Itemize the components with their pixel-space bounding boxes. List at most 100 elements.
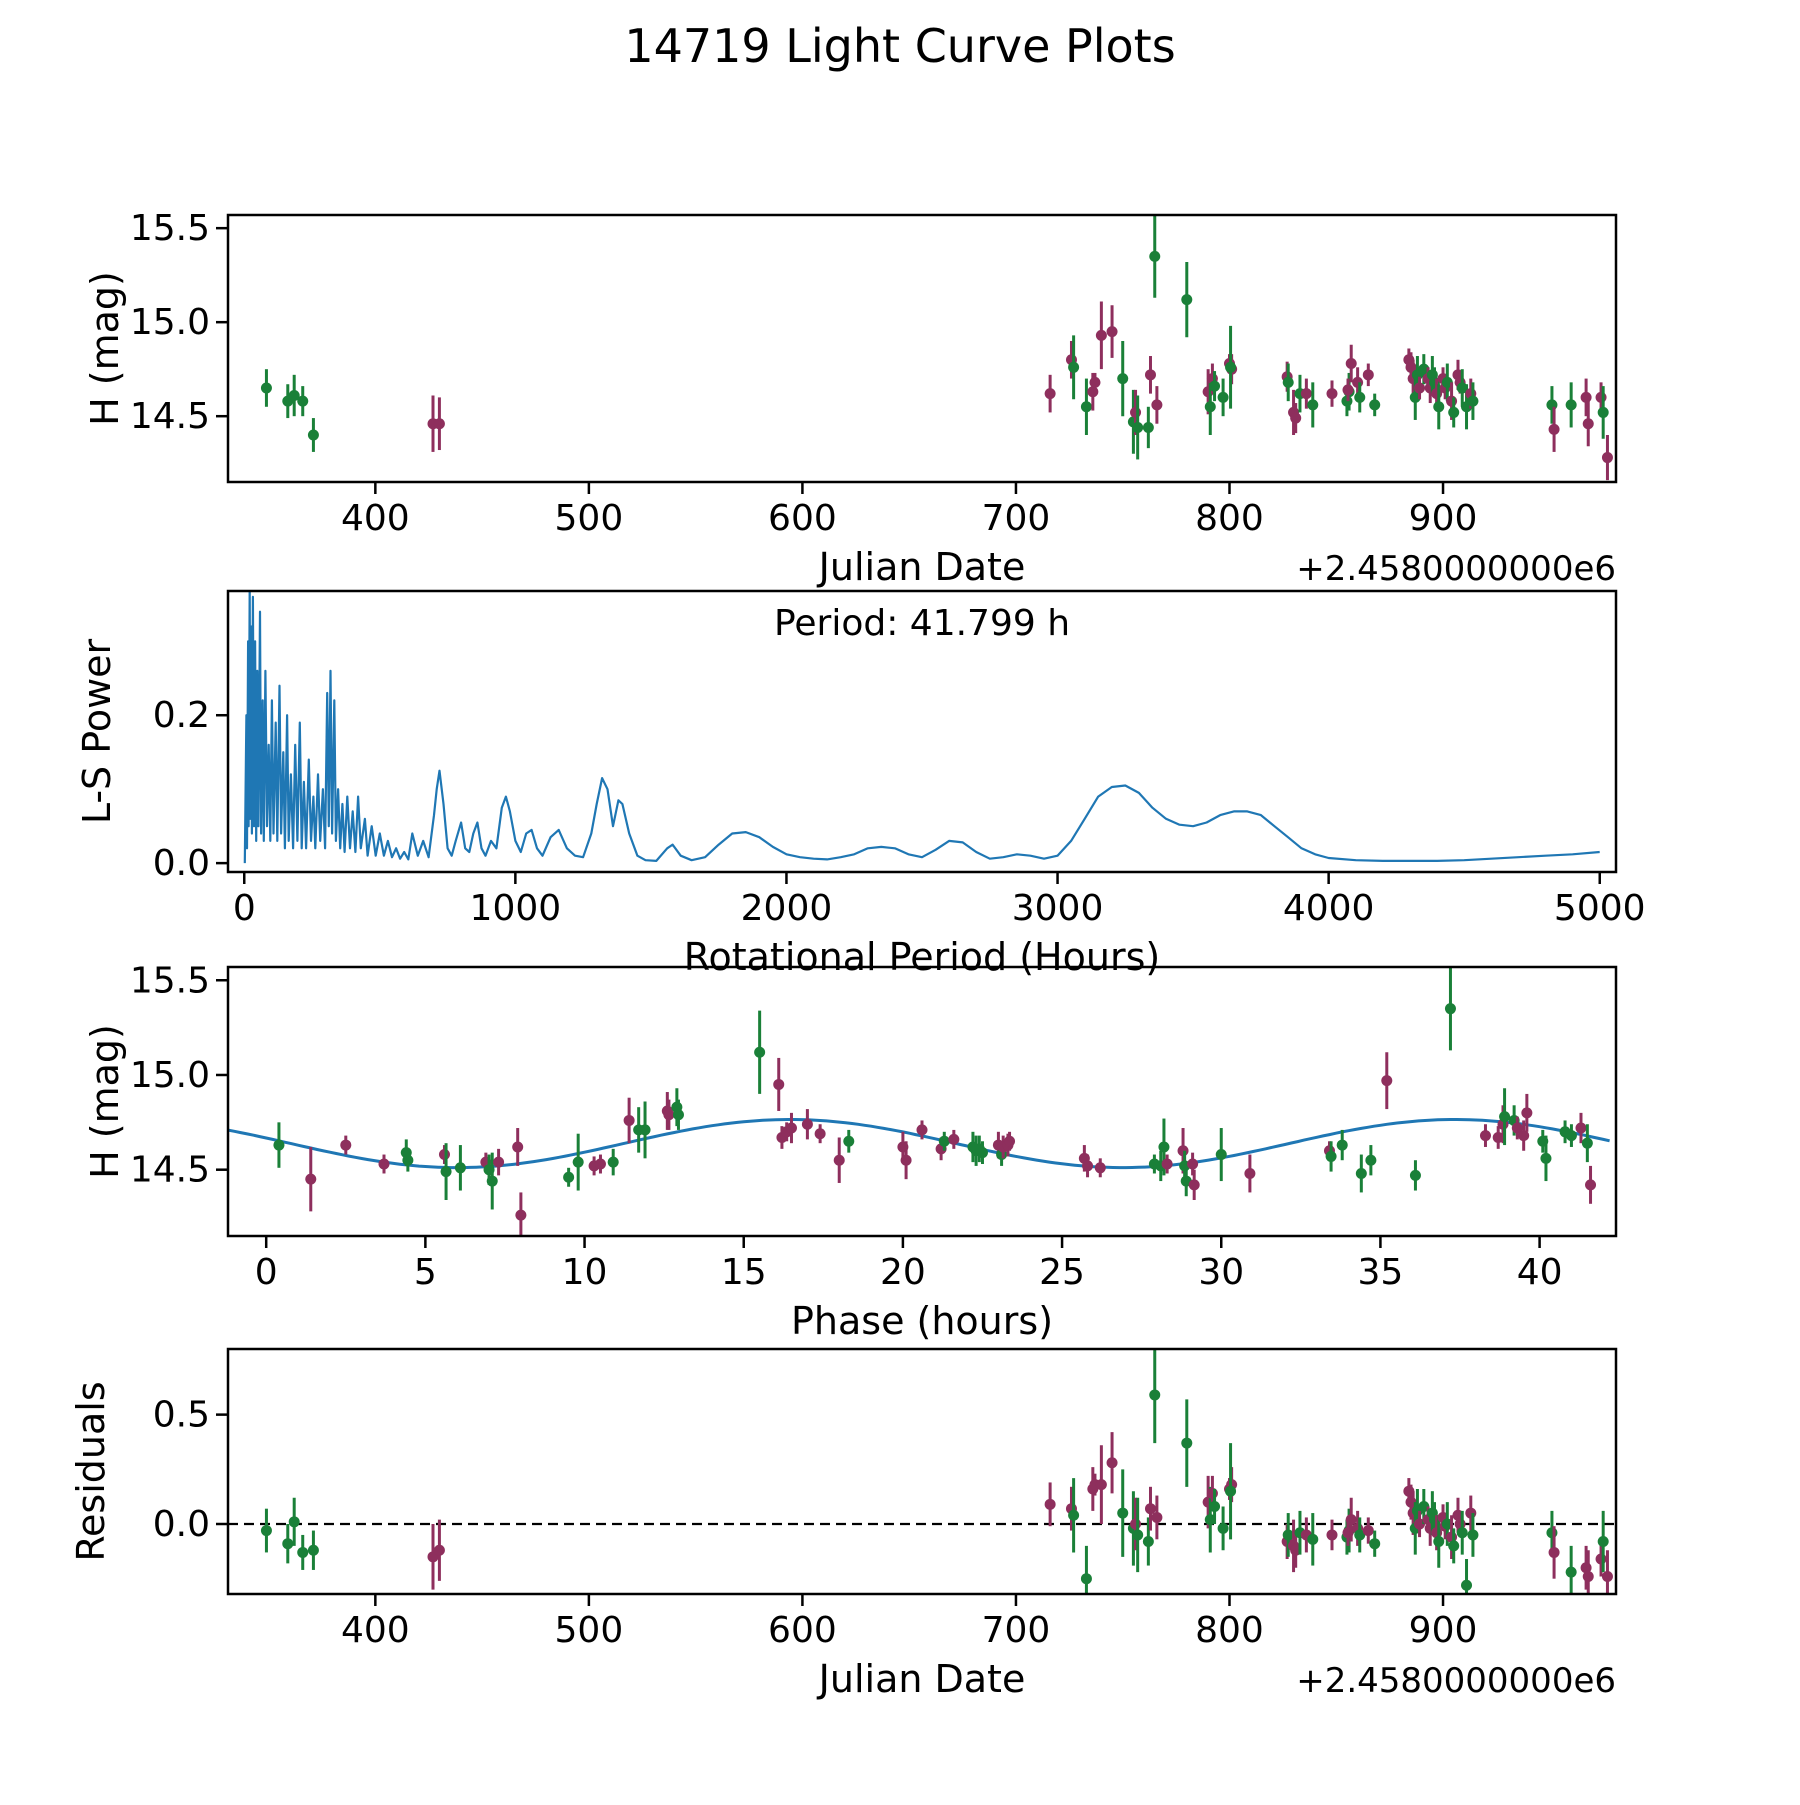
data-point xyxy=(1336,1139,1348,1151)
data-point xyxy=(785,1122,797,1134)
data-point xyxy=(572,1156,584,1168)
data-point xyxy=(1414,1518,1426,1530)
data-point xyxy=(1068,361,1080,373)
data-point xyxy=(1225,1485,1237,1497)
data-point xyxy=(1467,1529,1479,1541)
data-point xyxy=(1418,363,1430,375)
data-point xyxy=(1352,376,1364,388)
x-tick-label: 30 xyxy=(1198,1252,1244,1293)
x-tick-label: 25 xyxy=(1039,1252,1085,1293)
data-point xyxy=(1465,1507,1477,1519)
data-point xyxy=(1290,412,1302,424)
data-point xyxy=(1595,391,1607,403)
data-point xyxy=(438,1149,450,1161)
data-point xyxy=(307,429,319,441)
panel-title: Period: 41.799 h xyxy=(774,603,1070,644)
data-point xyxy=(1282,376,1294,388)
x-tick-label: 3000 xyxy=(1012,888,1104,929)
data-point xyxy=(1215,1149,1227,1161)
data-point xyxy=(1204,401,1216,413)
data-point xyxy=(305,1173,317,1185)
panel-periodogram: 0 1000 2000 3000 4000 5000 0.0 0.2 Rotational Pe… xyxy=(75,589,1646,979)
x-axis-label: Julian Date xyxy=(817,1657,1026,1701)
x-axis-label: Phase (hours) xyxy=(791,1299,1053,1343)
data-point xyxy=(1106,1457,1118,1469)
data-point xyxy=(843,1135,855,1147)
data-point xyxy=(1499,1111,1511,1123)
data-point xyxy=(1565,399,1577,411)
data-point xyxy=(1342,384,1354,396)
data-point xyxy=(1546,399,1558,411)
x-tick-label: 600 xyxy=(768,498,837,539)
data-point xyxy=(1345,1514,1357,1526)
data-point xyxy=(900,1154,912,1166)
data-point xyxy=(1149,1389,1161,1401)
data-point xyxy=(1161,1158,1173,1170)
y-tick-label: 14.5 xyxy=(130,1150,210,1191)
x-tick-label: 5000 xyxy=(1554,888,1646,929)
data-point xyxy=(1575,1122,1587,1134)
data-point xyxy=(1087,386,1099,398)
data-point xyxy=(1307,399,1319,411)
data-point xyxy=(801,1118,813,1130)
data-point xyxy=(1582,1571,1594,1582)
y-tick-label: 15.0 xyxy=(130,302,210,343)
y-axis-label: Residuals xyxy=(69,1381,113,1561)
y-tick-label: 15.5 xyxy=(130,960,210,1001)
data-point xyxy=(1467,395,1479,407)
data-point xyxy=(1044,388,1056,400)
data-point xyxy=(1456,1527,1468,1539)
data-point xyxy=(1355,1167,1367,1179)
x-tick-label: 600 xyxy=(768,1610,837,1651)
data-point xyxy=(1158,1141,1170,1153)
data-point xyxy=(1548,1546,1560,1558)
data-point xyxy=(1106,326,1118,338)
data-point xyxy=(1441,1518,1453,1530)
data-point xyxy=(1244,1167,1256,1179)
data-point xyxy=(486,1175,498,1187)
data-point xyxy=(1597,1536,1609,1547)
x-tick-label: 700 xyxy=(982,1610,1051,1651)
data-point xyxy=(1414,382,1426,394)
y-tick-label: 0.0 xyxy=(153,1504,210,1545)
data-point xyxy=(563,1171,575,1183)
data-point xyxy=(976,1147,988,1159)
data-point xyxy=(1151,1511,1163,1523)
x-tick-label: 40 xyxy=(1517,1252,1563,1293)
y-axis-label: L-S Power xyxy=(75,638,119,824)
data-point xyxy=(1044,1498,1056,1510)
data-point xyxy=(1354,1529,1366,1541)
data-point xyxy=(1068,1509,1080,1521)
data-point xyxy=(1601,452,1613,464)
data-point xyxy=(607,1156,619,1168)
x-tick-label: 15 xyxy=(721,1252,767,1293)
data-point xyxy=(1326,388,1338,400)
data-point xyxy=(1144,1503,1156,1515)
plot-area xyxy=(260,215,1613,481)
data-point xyxy=(1095,329,1107,341)
data-point xyxy=(1325,1150,1337,1162)
x-tick-label: 700 xyxy=(982,498,1051,539)
data-point xyxy=(1209,380,1221,392)
data-point xyxy=(1456,382,1468,394)
x-tick-label: 500 xyxy=(555,498,624,539)
x-axis-offset-label: +2.4580000000e6 xyxy=(1296,549,1616,589)
data-point xyxy=(1362,369,1374,381)
x-tick-label: 0 xyxy=(233,888,256,929)
data-point xyxy=(433,418,445,430)
data-point xyxy=(1149,250,1161,262)
data-point xyxy=(1204,1514,1216,1526)
y-tick-label: 15.0 xyxy=(130,1055,210,1096)
data-point xyxy=(297,395,309,407)
data-point xyxy=(1446,395,1458,407)
x-tick-label: 1000 xyxy=(470,888,562,929)
axes-frame xyxy=(226,589,1618,874)
axes-frame xyxy=(226,1347,1618,1596)
data-point xyxy=(1188,1179,1200,1191)
data-point xyxy=(1521,1107,1533,1119)
data-point xyxy=(773,1078,785,1090)
x-tick-label: 800 xyxy=(1195,498,1264,539)
